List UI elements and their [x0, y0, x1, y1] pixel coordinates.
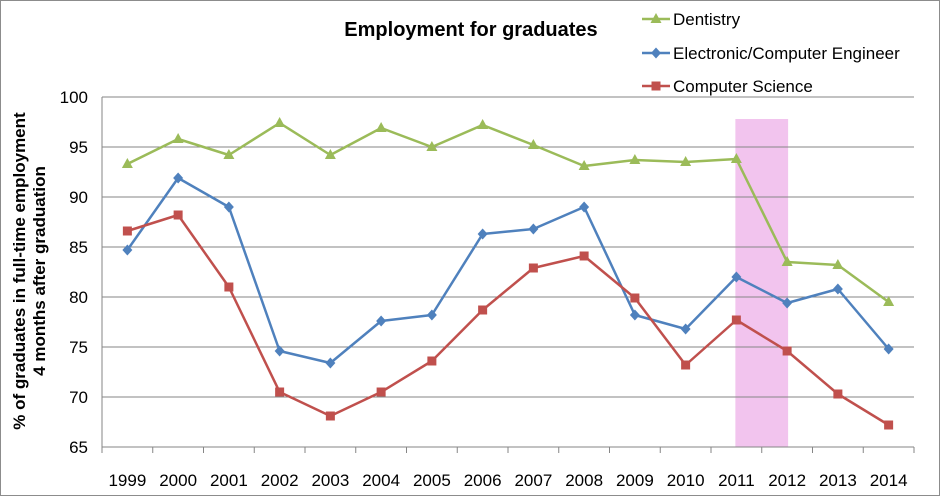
data-point-computer-science [478, 305, 488, 315]
data-point-dentistry [629, 154, 641, 164]
x-tick-label: 2014 [870, 471, 908, 490]
data-point-computer-science [325, 411, 335, 421]
data-point-electronic-computer-engineer [223, 201, 234, 213]
data-point-electronic-computer-engineer [477, 228, 488, 240]
data-point-electronic-computer-engineer [883, 343, 894, 355]
y-tick-label: 80 [69, 288, 88, 307]
data-point-computer-science [224, 282, 234, 292]
series-line-dentistry [126, 121, 890, 304]
y-tick-label: 70 [69, 388, 88, 407]
data-point-dentistry [426, 141, 438, 151]
axis-ticks: 65 70 75 80 85 90 95 100 1999 2000 2001 2002 2003 200… [60, 88, 908, 490]
data-point-dentistry [781, 256, 793, 266]
data-point-computer-science [275, 387, 285, 397]
data-point-dentistry [172, 133, 184, 143]
data-point-electronic-computer-engineer [426, 309, 437, 321]
legend-item-dentistry: Dentistry [642, 10, 741, 29]
data-point-computer-science [376, 387, 386, 397]
data-point-electronic-computer-engineer [274, 345, 285, 357]
data-point-dentistry [477, 119, 489, 129]
data-point-computer-science [782, 346, 792, 356]
data-point-electronic-computer-engineer [782, 297, 793, 309]
legend-label: Electronic/Computer Engineer [673, 44, 900, 63]
y-tick-label: 95 [69, 138, 88, 157]
legend-swatch-marker [651, 81, 661, 91]
data-point-dentistry [324, 149, 336, 159]
legend-swatch-marker [651, 47, 661, 59]
legend-swatch-marker [650, 13, 662, 23]
x-tick-label: 2013 [819, 471, 857, 490]
legend-item-electronic-computer-engineer: Electronic/Computer Engineer [642, 44, 900, 63]
data-point-electronic-computer-engineer [173, 172, 184, 184]
data-point-computer-science [528, 263, 538, 273]
data-point-computer-science [122, 226, 132, 236]
series-computer-science [122, 210, 894, 430]
data-point-computer-science [833, 389, 843, 399]
series-dentistry [121, 117, 895, 306]
x-tick-label: 2011 [718, 471, 755, 490]
data-point-electronic-computer-engineer [122, 244, 133, 256]
legend-label: Dentistry [673, 10, 741, 29]
data-point-electronic-computer-engineer [528, 223, 539, 235]
data-point-computer-science [173, 210, 183, 220]
x-tick-label: 2008 [565, 471, 603, 490]
data-point-dentistry [680, 156, 692, 166]
data-point-dentistry [883, 296, 895, 306]
y-tick-label: 90 [69, 188, 88, 207]
data-point-electronic-computer-engineer [731, 271, 742, 283]
gridlines [101, 96, 915, 453]
x-tick-label: 2004 [362, 471, 400, 490]
x-tick-label: 2012 [768, 471, 806, 490]
x-tick-label: 2003 [311, 471, 349, 490]
y-axis-title-line1: % of graduates in full-time employment [10, 112, 29, 430]
legend: Dentistry Electronic/Computer Engineer Com… [642, 10, 900, 96]
data-point-electronic-computer-engineer [376, 315, 387, 327]
x-tick-label: 2005 [413, 471, 451, 490]
x-tick-label: 2009 [616, 471, 654, 490]
x-tick-label: 2001 [210, 471, 248, 490]
x-tick-label: 2002 [261, 471, 299, 490]
data-point-electronic-computer-engineer [629, 309, 640, 321]
data-point-electronic-computer-engineer [832, 283, 843, 295]
chart-title: Employment for graduates [344, 19, 597, 41]
data-point-dentistry [832, 259, 844, 269]
data-point-computer-science [579, 251, 589, 261]
data-point-dentistry [730, 153, 742, 163]
data-point-dentistry [223, 149, 235, 159]
data-point-dentistry [375, 122, 387, 132]
y-tick-label: 100 [60, 88, 88, 107]
x-tick-label: 2006 [464, 471, 502, 490]
data-point-computer-science [884, 420, 894, 430]
x-tick-label: 2010 [667, 471, 705, 490]
series-line-computer-science [126, 213, 890, 427]
series-lines [121, 117, 895, 430]
data-point-electronic-computer-engineer [579, 201, 590, 213]
data-point-computer-science [427, 356, 437, 366]
data-point-computer-science [681, 360, 691, 370]
data-point-dentistry [121, 158, 133, 168]
y-tick-label: 65 [69, 438, 88, 457]
x-tick-label: 2007 [514, 471, 552, 490]
x-tick-label: 2000 [159, 471, 197, 490]
x-tick-label: 1999 [108, 471, 146, 490]
data-point-electronic-computer-engineer [325, 357, 336, 369]
data-point-dentistry [274, 117, 286, 127]
data-point-electronic-computer-engineer [680, 323, 691, 335]
y-tick-label: 85 [69, 238, 88, 257]
series-electronic-computer-engineer [122, 172, 894, 369]
highlight-band [735, 119, 789, 447]
legend-label: Computer Science [673, 77, 813, 96]
y-axis-title-line2: 4 months after graduation [30, 166, 49, 376]
data-point-dentistry [578, 160, 590, 170]
data-point-computer-science [630, 293, 640, 303]
data-point-dentistry [527, 139, 539, 149]
series-line-electronic-computer-engineer [126, 176, 890, 365]
legend-item-computer-science: Computer Science [642, 77, 813, 96]
data-point-computer-science [731, 315, 741, 325]
y-tick-label: 75 [69, 338, 88, 357]
